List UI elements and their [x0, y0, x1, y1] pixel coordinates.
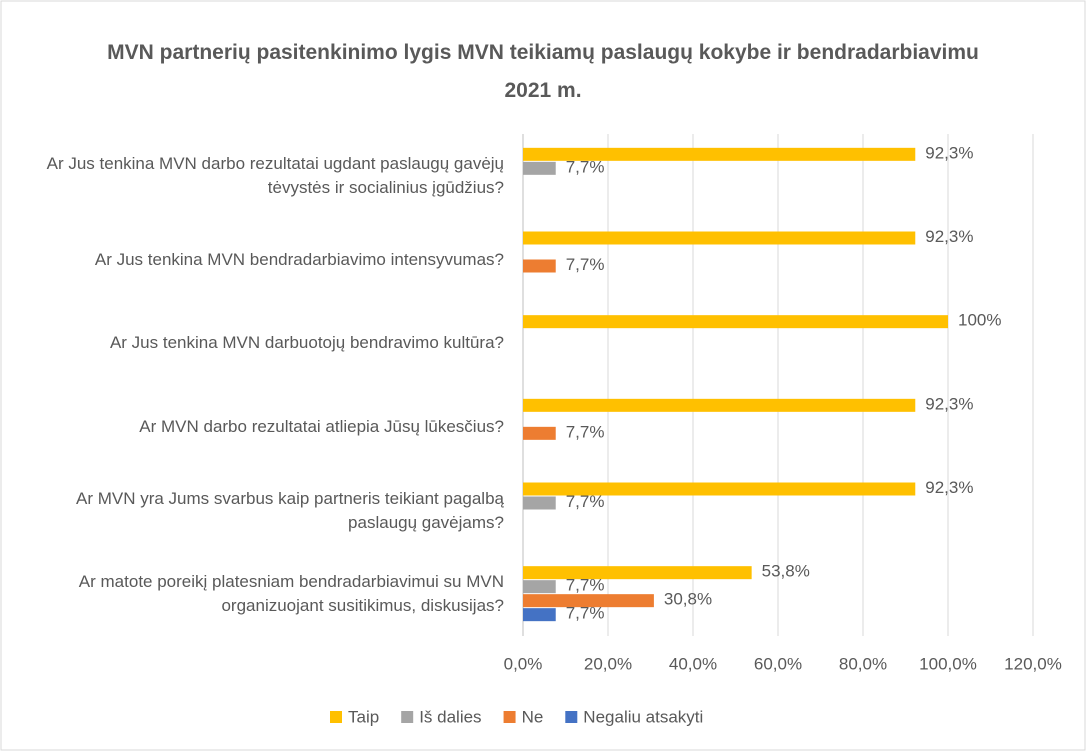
data-label: 7,7%: [566, 255, 605, 274]
bar: [523, 398, 916, 412]
legend-label: Iš dalies: [419, 707, 481, 726]
data-label: 53,8%: [762, 562, 810, 581]
x-tick-label: 0,0%: [504, 654, 543, 673]
data-label: 7,7%: [566, 604, 605, 623]
category-label: Ar Jus tenkina MVN darbuotojų bendravimo…: [109, 333, 504, 353]
data-label: 92,3%: [925, 394, 973, 413]
legend-swatch: [503, 711, 516, 723]
bar: [523, 482, 916, 496]
data-label: 7,7%: [566, 422, 605, 441]
x-tick-label: 20,0%: [584, 654, 632, 673]
legend-swatch: [330, 711, 342, 723]
bar: [523, 426, 556, 440]
bar: [523, 580, 556, 594]
data-label: 92,3%: [925, 143, 973, 162]
legend-swatch: [565, 711, 578, 723]
bar: [523, 147, 916, 161]
x-tick-label: 100,0%: [919, 654, 977, 673]
data-label: 7,7%: [566, 157, 605, 176]
x-tick-label: 40,0%: [669, 654, 717, 673]
bar: [523, 259, 556, 273]
x-tick-label: 80,0%: [839, 654, 887, 673]
category-label: Ar Jus tenkina MVN darbo rezultatai ugda…: [46, 153, 504, 197]
bar: [523, 315, 948, 329]
legend-label: Ne: [522, 707, 544, 726]
x-tick-label: 60,0%: [754, 654, 802, 673]
category-label: Ar Jus tenkina MVN bendradarbiavimo inte…: [94, 249, 504, 269]
bar: [523, 161, 556, 175]
bar: [523, 231, 916, 245]
data-label: 92,3%: [925, 227, 973, 246]
bar: [523, 566, 752, 580]
legend-label: Taip: [348, 707, 379, 726]
data-label: 30,8%: [664, 590, 712, 609]
category-label: Ar matote poreikį platesniam bendradarbi…: [78, 572, 504, 616]
legend-label: Negaliu atsakyti: [583, 707, 703, 726]
bar: [523, 594, 654, 608]
data-label: 100%: [958, 311, 1001, 330]
data-label: 7,7%: [566, 492, 605, 511]
data-label: 92,3%: [925, 478, 973, 497]
bar: [523, 496, 556, 510]
legend-swatch: [401, 711, 414, 723]
data-label: 7,7%: [566, 576, 605, 595]
x-tick-label: 120,0%: [1004, 654, 1062, 673]
category-label: Ar MVN yra Jums svarbus kaip partneris t…: [75, 488, 504, 532]
bar: [523, 608, 556, 622]
chart-title: MVN partnerių pasitenkinimo lygis MVN te…: [107, 41, 979, 102]
category-label: Ar MVN darbo rezultatai atliepia Jūsų lū…: [139, 416, 504, 436]
